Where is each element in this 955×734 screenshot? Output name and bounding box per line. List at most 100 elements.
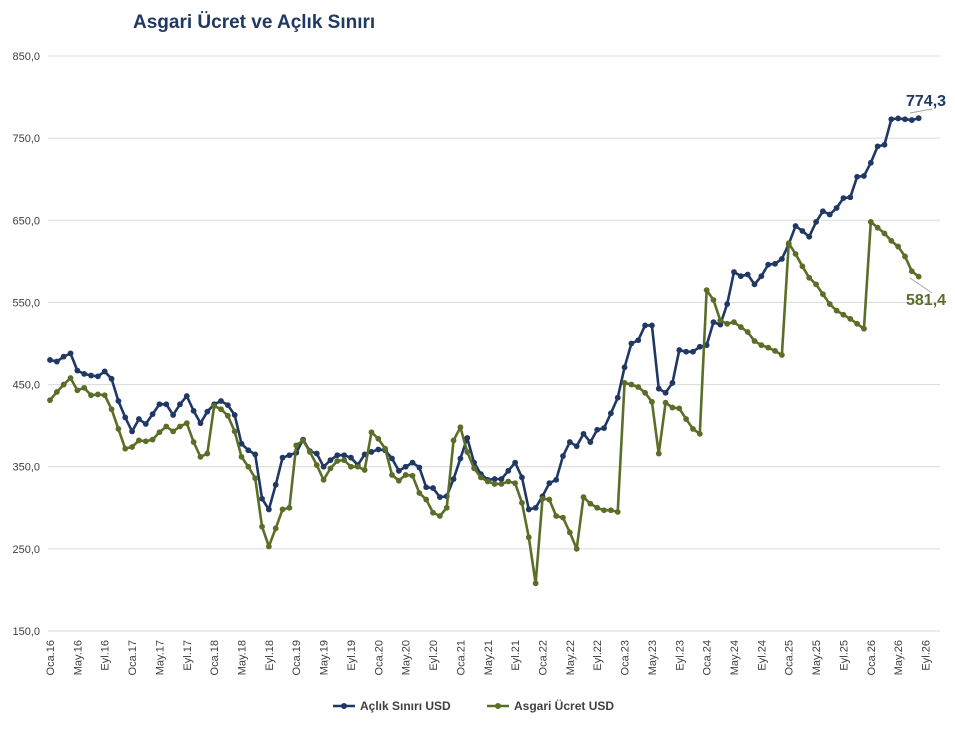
data-point: [662, 399, 669, 406]
data-point: [313, 450, 320, 457]
data-point: [861, 325, 867, 332]
data-point: [669, 380, 676, 386]
data-point: [635, 384, 642, 390]
y-tick-label: 850,0: [12, 51, 40, 63]
data-point: [436, 513, 443, 519]
data-point: [690, 426, 696, 432]
data-point: [307, 449, 313, 455]
data-point: [806, 274, 813, 281]
legend-swatch-marker: [341, 703, 347, 709]
data-point: [389, 455, 395, 462]
data-point: [566, 439, 573, 445]
data-point: [197, 453, 204, 460]
data-point: [902, 253, 908, 260]
data-point: [778, 352, 785, 358]
data-point: [286, 504, 293, 511]
data-point: [628, 340, 635, 347]
data-point: [505, 467, 512, 474]
end-label-leader: [909, 108, 933, 114]
data-point: [560, 453, 566, 459]
data-point: [211, 403, 218, 409]
data-point: [108, 375, 115, 382]
x-tick-label: Oca.26: [866, 640, 878, 675]
data-point: [799, 228, 806, 234]
x-tick-label: May.25: [811, 640, 823, 675]
x-tick-label: May.18: [237, 640, 249, 675]
data-point: [348, 454, 354, 461]
y-tick-label: 250,0: [12, 544, 40, 556]
x-tick-label: Oca.21: [455, 640, 467, 675]
data-point: [573, 545, 580, 552]
legend-label: Açlık Sınırı USD: [360, 699, 451, 713]
data-point: [484, 478, 491, 485]
x-tick-label: Oca.16: [45, 640, 57, 675]
data-point: [566, 529, 573, 536]
data-point: [525, 506, 532, 513]
data-point: [300, 437, 306, 444]
data-point: [409, 472, 416, 479]
data-point: [498, 481, 505, 487]
data-point: [758, 273, 765, 280]
data-point: [53, 389, 60, 395]
x-tick-label: May.23: [647, 640, 659, 675]
data-point: [136, 437, 142, 444]
data-point: [224, 402, 231, 409]
data-point: [621, 380, 628, 386]
data-point: [676, 347, 683, 353]
x-tick-label: May.24: [729, 640, 741, 675]
data-point: [519, 474, 525, 481]
data-point: [348, 463, 354, 470]
data-point: [683, 348, 690, 355]
data-point: [183, 420, 190, 427]
data-point: [491, 481, 498, 487]
x-tick-label: Eyl.24: [756, 640, 768, 671]
y-tick-label: 150,0: [12, 626, 40, 638]
series-layer: 774,3 581,4: [47, 93, 946, 587]
x-tick-label: Eyl.26: [921, 640, 933, 671]
data-point: [594, 426, 601, 433]
data-point: [136, 416, 142, 422]
legend-label: Asgari Ücret USD: [514, 698, 614, 713]
series-2: 581,4: [47, 219, 946, 587]
data-point: [245, 447, 252, 454]
data-point: [170, 412, 177, 418]
data-point: [60, 381, 67, 388]
data-point: [744, 329, 751, 335]
y-tick-label: 550,0: [12, 297, 40, 309]
x-tick-label: Oca.17: [127, 640, 139, 675]
x-tick-label: Oca.22: [537, 640, 549, 675]
data-point: [149, 411, 156, 418]
data-point: [177, 401, 183, 408]
data-point: [457, 455, 464, 462]
data-point: [464, 435, 471, 441]
end-value-label: 774,3: [906, 93, 946, 110]
data-point: [888, 116, 895, 123]
data-point: [163, 401, 170, 408]
data-point: [881, 141, 888, 148]
data-point: [669, 404, 676, 411]
data-point: [594, 504, 601, 511]
data-point: [915, 273, 922, 280]
data-point: [710, 297, 717, 303]
legend-item: Açlık Sınırı USD: [333, 699, 451, 713]
data-point: [772, 347, 778, 354]
data-point: [498, 476, 505, 482]
data-point: [47, 397, 53, 404]
data-point: [717, 321, 724, 328]
data-point: [491, 476, 498, 482]
data-point: [731, 269, 737, 275]
data-point: [74, 367, 81, 374]
data-point: [190, 439, 197, 445]
x-tick-label: May.19: [319, 640, 331, 675]
data-point: [409, 459, 416, 466]
data-point: [218, 398, 224, 404]
data-point: [525, 534, 532, 541]
data-point: [580, 430, 587, 437]
data-point: [539, 495, 546, 502]
data-point: [676, 405, 683, 412]
data-point: [101, 392, 108, 399]
data-point: [190, 407, 197, 414]
data-point: [245, 463, 252, 470]
data-point: [265, 543, 272, 550]
data-point: [231, 428, 238, 435]
